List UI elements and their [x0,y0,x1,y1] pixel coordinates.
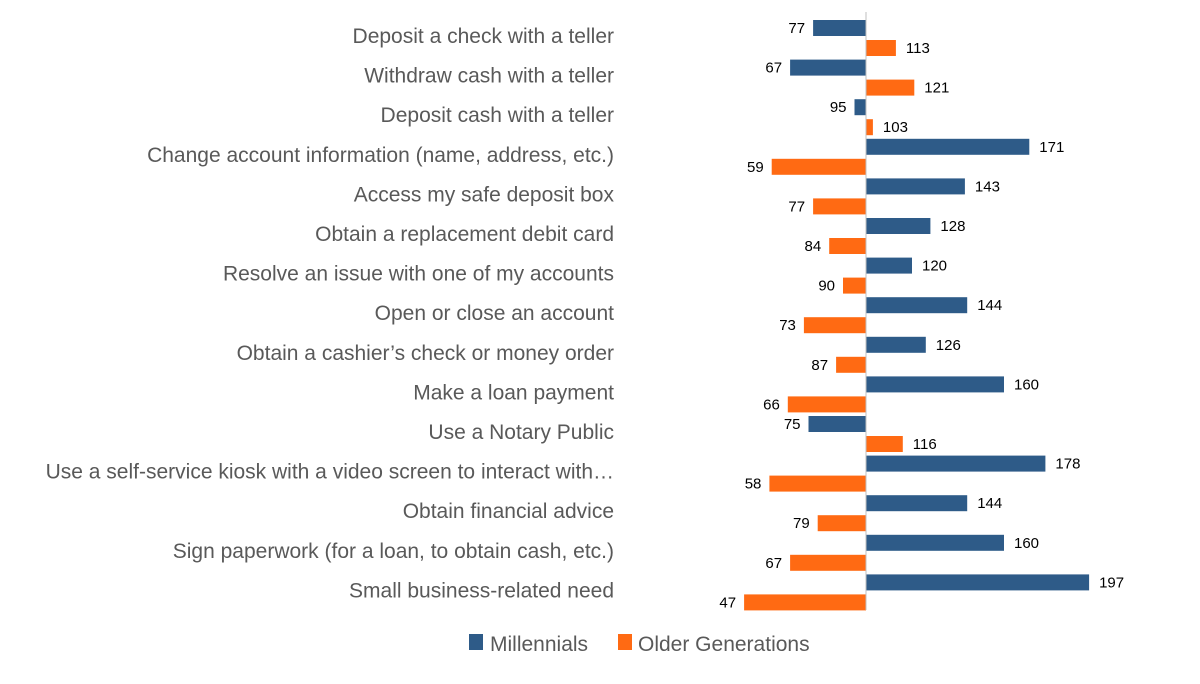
legend-swatch-older-generations [618,634,632,650]
legend-label-older-generations: Older Generations [638,633,810,656]
category-label: Access my safe deposit box [354,183,615,206]
value-label-millennials: 126 [936,337,961,354]
legend-label-millennials: Millennials [490,633,588,656]
bar-older-generations [817,515,866,532]
bar-millennials [854,99,866,116]
value-label-millennials: 128 [940,218,965,235]
value-label-older-generations: 47 [719,594,736,611]
category-label: Resolve an issue with one of my accounts [223,263,614,286]
category-label: Withdraw cash with a teller [364,65,614,88]
category-label: Obtain a cashier’s check or money order [237,342,614,365]
category-label: Obtain financial advice [403,500,614,523]
bar-older-generations [769,475,866,492]
value-label-older-generations: 66 [763,396,780,413]
value-label-older-generations: 113 [906,40,930,57]
value-label-millennials: 197 [1099,574,1124,591]
bar-older-generations [787,396,866,413]
bar-millennials [866,257,912,274]
bar-millennials [866,218,931,234]
bar-older-generations [843,277,866,294]
category-label: Use a self-service kiosk with a video sc… [46,461,614,484]
bar-older-generations [813,198,866,215]
category-labels: Deposit a check with a teller Withdraw ca… [46,25,615,602]
value-label-millennials: 144 [977,495,1002,512]
bar-older-generations [866,40,896,56]
bar-older-generations [866,79,915,96]
bar-millennials [866,376,1004,393]
bar-millennials [866,534,1004,551]
value-label-older-generations: 67 [765,555,782,572]
value-label-millennials: 67 [765,60,782,77]
bars [744,20,1090,611]
category-label: Obtain a replacement debit card [315,223,614,246]
value-label-millennials: 77 [788,20,805,37]
bar-millennials [808,416,866,432]
value-label-millennials: 95 [830,99,847,116]
value-label-older-generations: 116 [913,436,937,453]
bar-older-generations [771,158,866,175]
value-label-millennials: 160 [1014,535,1039,552]
bar-millennials [866,297,968,314]
legend: Millennials Older Generations [469,633,810,656]
value-label-older-generations: 73 [779,317,796,334]
bar-millennials [866,495,968,512]
category-label: Make a loan payment [413,381,614,404]
value-label-older-generations: 84 [805,238,822,255]
value-label-millennials: 143 [975,178,1000,195]
bar-millennials [866,574,1090,591]
value-label-older-generations: 90 [818,278,835,295]
bar-older-generations [829,238,866,254]
bar-older-generations [866,436,903,452]
bar-older-generations [803,317,866,334]
category-label: Small business-related need [349,579,614,602]
value-label-millennials: 120 [922,258,947,275]
value-labels: 77 113 67 121 95 103 171 59 143 77 128 84 120 90 144 73… [719,20,1124,611]
category-label: Change account information (name, addres… [147,144,614,167]
category-label: Deposit cash with a teller [381,104,614,127]
value-label-millennials: 160 [1014,376,1039,393]
category-label: Sign paperwork (for a loan, to obtain ca… [173,540,614,563]
value-label-older-generations: 79 [793,515,810,532]
bar-millennials [866,455,1046,472]
bar-millennials [813,20,866,36]
bar-older-generations [744,594,866,611]
value-label-older-generations: 103 [883,119,908,136]
value-label-older-generations: 77 [788,198,805,215]
value-label-millennials: 178 [1055,456,1080,473]
category-label: Open or close an account [375,302,614,325]
bar-older-generations [866,119,873,136]
value-label-older-generations: 87 [811,357,828,374]
value-label-older-generations: 121 [924,80,949,97]
value-label-older-generations: 59 [747,159,764,176]
bar-millennials [790,59,866,76]
bar-millennials [866,178,965,195]
category-label: Deposit a check with a teller [353,25,614,48]
bar-older-generations [836,356,866,373]
value-label-older-generations: 58 [745,476,762,493]
value-label-millennials: 171 [1039,139,1064,156]
value-label-millennials: 75 [784,416,801,433]
category-label: Use a Notary Public [428,421,614,444]
legend-swatch-millennials [469,634,483,650]
bar-millennials [866,138,1030,155]
value-label-millennials: 144 [977,297,1002,314]
bar-millennials [866,336,926,353]
bar-older-generations [790,554,866,571]
